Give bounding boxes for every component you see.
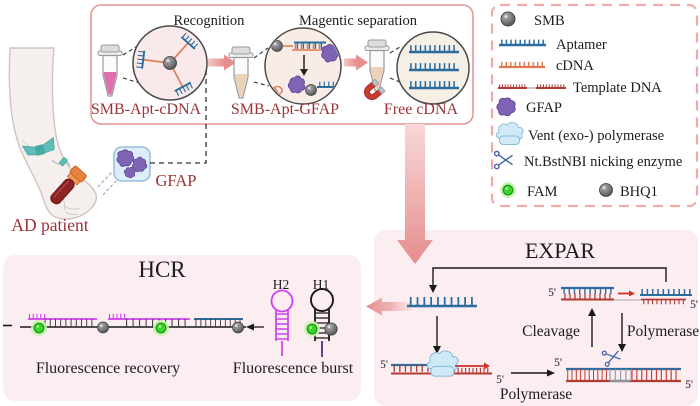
nicking-duplex: 5' 5' — [554, 346, 693, 391]
gfap-label: GFAP — [156, 171, 197, 190]
bhq1-quencher-icon — [324, 322, 338, 336]
fam-dye-icon — [30, 319, 48, 337]
needle-hub — [58, 157, 68, 167]
smb-apt-cdna-complex — [135, 32, 199, 97]
expar-to-hcr-arrow — [366, 297, 412, 316]
bhq1-quencher-icon — [599, 183, 613, 197]
fam-dye-icon — [152, 319, 170, 337]
recognition-label: Recognition — [174, 13, 246, 29]
zoom-circle-smb-apt-cdna — [132, 25, 208, 101]
capture-flow-box: Recognition Magentic separation — [90, 4, 474, 125]
five-prime-label: 5' — [554, 357, 562, 369]
hcr-panel — [3, 255, 361, 401]
trigger-cdna-comb — [407, 296, 477, 308]
five-prime-label: 5' — [685, 379, 693, 391]
patient-sample-group: AD patient GFAP — [8, 47, 207, 235]
legend-fam-label: FAM — [527, 184, 557, 200]
fam-dye-icon — [303, 320, 321, 338]
gfap-protein-icon — [496, 97, 516, 117]
step1-label: SMB-Apt-cDNA — [91, 101, 202, 118]
five-prime-label: 5' — [548, 287, 556, 299]
five-prime-label: 5' — [690, 299, 698, 311]
step3-label: Free cDNA — [384, 101, 459, 118]
hcr-product-strand — [3, 313, 264, 337]
bhq1-quencher-icon — [232, 321, 244, 334]
cdna-comb-icon — [499, 61, 545, 69]
h2-hairpin — [270, 289, 294, 356]
extension-complex: 5' 5' — [380, 350, 504, 386]
separation-arrow — [344, 54, 368, 71]
legend-cdna-label: cDNA — [556, 58, 594, 74]
fam-dye-icon — [499, 181, 517, 199]
gfap-addition-connector — [150, 71, 207, 164]
expar-title: EXPAR — [525, 238, 595, 263]
cleavage-label: Cleavage — [522, 323, 580, 340]
step2-label: SMB-Apt-GFAP — [231, 101, 339, 118]
release-duplex: 5' 5' — [548, 286, 698, 311]
legend-nicking-label: Nt.BstNBI nicking enzyme — [524, 154, 682, 170]
legend-aptamer-label: Aptamer — [556, 37, 607, 53]
bhq1-quencher-icon — [97, 321, 109, 334]
expar-content: EXPAR 5' 5' Polymerase 5' — [380, 238, 699, 403]
h2-label: H2 — [273, 277, 290, 292]
blood-collection-tube — [50, 165, 87, 205]
tube-smb-apt-gfap — [228, 46, 270, 99]
fluorescence-recovery-label: Fluorescence recovery — [36, 360, 180, 377]
five-prime-label: 5' — [496, 374, 504, 386]
zoom-circle-smb-apt-gfap — [264, 27, 342, 105]
gfap-sample-box — [113, 146, 151, 182]
smb-sphere-icon — [500, 11, 516, 27]
polymerase-right-label: Polymerase — [627, 323, 699, 340]
legend-box: SMB Aptamer cDNA Template DNA GFAP Vent … — [490, 3, 699, 208]
fluorescence-burst-label: Fluorescence burst — [233, 360, 354, 377]
zoom-circle-free-cdna — [396, 31, 470, 105]
recycle-loop-line — [432, 267, 667, 287]
tourniquet-band — [21, 136, 55, 156]
legend-template-label: Template DNA — [573, 80, 662, 96]
smb-sphere-icon — [163, 56, 177, 70]
hcr-title: HCR — [138, 257, 186, 282]
legend-polymerase-label: Vent (exo-) polymerase — [528, 128, 664, 144]
magnetic-separation-label: Magentic separation — [299, 13, 418, 29]
legend-bhq1-label: BHQ1 — [620, 184, 658, 200]
polymerase-bottom-label: Polymerase — [500, 386, 572, 403]
legend-smb-label: SMB — [534, 13, 565, 29]
five-prime-label: 5' — [380, 359, 388, 371]
legend-gfap-label: GFAP — [526, 100, 562, 116]
recognition-arrow — [208, 54, 236, 71]
flow-down-arrow — [397, 124, 433, 264]
ad-patient-label: AD patient — [11, 215, 88, 235]
template-dna-comb-icon — [498, 83, 566, 89]
free-cdna-strands — [409, 44, 459, 90]
hcr-content: HCR H2 H1 — [3, 257, 354, 377]
h1-label: H1 — [313, 277, 330, 292]
h1-hairpin — [303, 288, 338, 357]
aptamer-comb-icon — [499, 38, 546, 47]
